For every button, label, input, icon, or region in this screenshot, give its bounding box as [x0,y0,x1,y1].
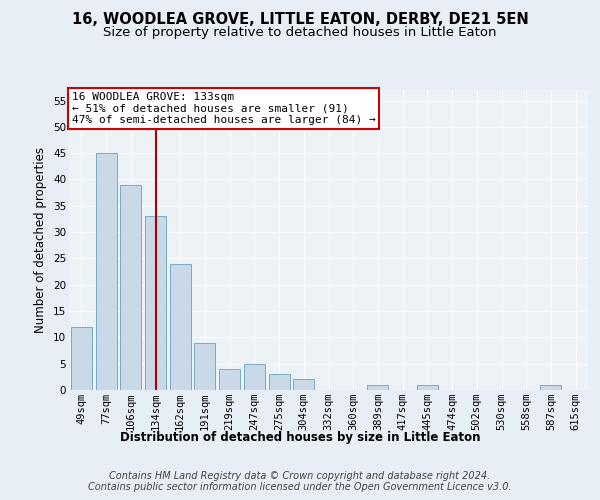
Text: 16 WOODLEA GROVE: 133sqm
← 51% of detached houses are smaller (91)
47% of semi-d: 16 WOODLEA GROVE: 133sqm ← 51% of detach… [71,92,376,124]
Bar [269,374,290,390]
Text: Distribution of detached houses by size in Little Eaton: Distribution of detached houses by size … [120,431,480,444]
Bar [219,369,240,390]
Bar [120,184,141,390]
Bar [293,380,314,390]
Bar [417,384,438,390]
Bar [541,384,562,390]
Bar [367,384,388,390]
Bar [244,364,265,390]
Bar [194,342,215,390]
Bar [71,327,92,390]
Bar [95,153,116,390]
Bar [170,264,191,390]
Text: Contains HM Land Registry data © Crown copyright and database right 2024.
Contai: Contains HM Land Registry data © Crown c… [88,471,512,492]
Bar [145,216,166,390]
Text: Size of property relative to detached houses in Little Eaton: Size of property relative to detached ho… [103,26,497,39]
Text: 16, WOODLEA GROVE, LITTLE EATON, DERBY, DE21 5EN: 16, WOODLEA GROVE, LITTLE EATON, DERBY, … [71,12,529,28]
Y-axis label: Number of detached properties: Number of detached properties [34,147,47,333]
